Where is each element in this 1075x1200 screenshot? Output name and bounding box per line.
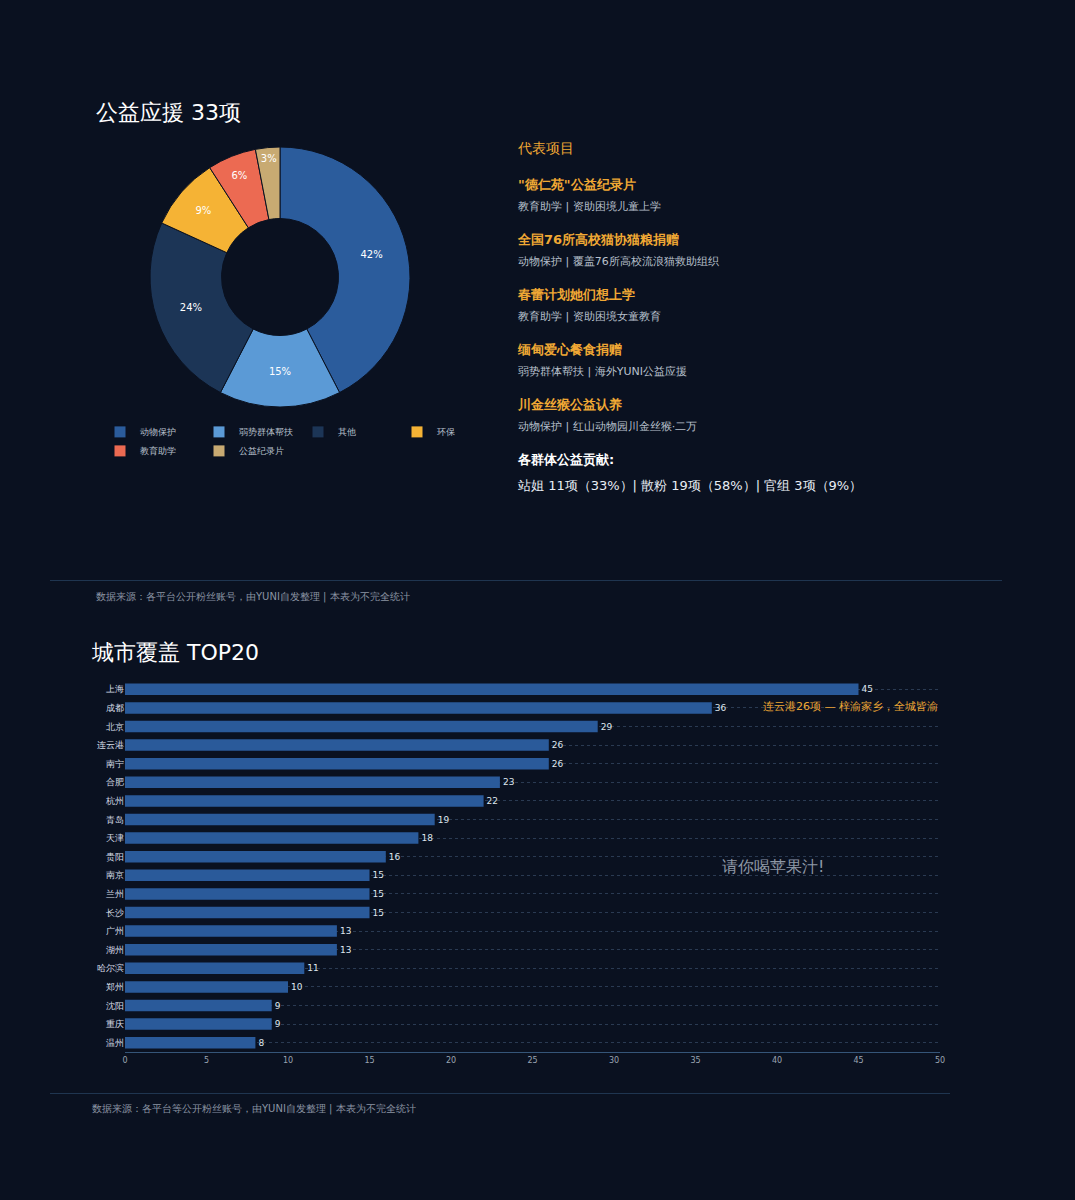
svg-text:9%: 9% bbox=[195, 205, 211, 216]
svg-text:成都: 成都 bbox=[106, 703, 124, 713]
svg-text:26: 26 bbox=[552, 740, 564, 750]
svg-text:6%: 6% bbox=[231, 170, 247, 181]
svg-text:11: 11 bbox=[307, 963, 318, 973]
html-text:"德仁苑"公益纪录片: "德仁苑"公益纪录片 bbox=[518, 177, 636, 192]
html-text:数据来源：各平台公开粉丝账号，由YUNI自发整理 | 本表为: 数据来源：各平台公开粉丝账号，由YUNI自发整理 | 本表为不完全统计 bbox=[96, 591, 410, 602]
svg-text:10: 10 bbox=[291, 982, 303, 992]
svg-text:45: 45 bbox=[862, 684, 873, 694]
svg-text:29: 29 bbox=[601, 722, 613, 732]
svg-text:23: 23 bbox=[503, 777, 514, 787]
svg-text:兰州: 兰州 bbox=[106, 889, 124, 899]
svg-text:青岛: 青岛 bbox=[106, 815, 124, 825]
svg-text:公益纪录片: 公益纪录片 bbox=[239, 446, 284, 456]
svg-text:3%: 3% bbox=[261, 153, 277, 164]
svg-text:0: 0 bbox=[122, 1056, 127, 1065]
svg-text:连云港: 连云港 bbox=[97, 740, 124, 750]
svg-text:上海: 上海 bbox=[106, 684, 124, 694]
html-text:全国76所高校猫协猫粮捐赠: 全国76所高校猫协猫粮捐赠 bbox=[518, 232, 680, 247]
svg-text:连云港26项 — 梓渝家乡，全城皆渝: 连云港26项 — 梓渝家乡，全城皆渝 bbox=[763, 700, 938, 713]
svg-text:25: 25 bbox=[527, 1056, 537, 1065]
html-text:缅甸爱心餐食捐赠: 缅甸爱心餐食捐赠 bbox=[518, 342, 622, 357]
html-text:各群体公益贡献:: 各群体公益贡献: bbox=[518, 452, 615, 467]
svg-text:13: 13 bbox=[340, 926, 351, 936]
svg-text:22: 22 bbox=[487, 796, 498, 806]
html-text:代表项目: 代表项目 bbox=[518, 140, 574, 156]
svg-text:30: 30 bbox=[609, 1056, 619, 1065]
svg-text:公益应援 33项: 公益应援 33项 bbox=[96, 100, 241, 125]
svg-text:重庆: 重庆 bbox=[106, 1019, 124, 1029]
html-text:动物保护 | 红山动物园川金丝猴·二万: 动物保护 | 红山动物园川金丝猴·二万 bbox=[518, 420, 698, 433]
svg-text:15: 15 bbox=[364, 1056, 374, 1065]
svg-text:45: 45 bbox=[853, 1056, 863, 1065]
svg-text:8: 8 bbox=[258, 1038, 264, 1048]
html-text:数据来源：各平台等公开粉丝账号，由YUNI自发整理 | 本表: 数据来源：各平台等公开粉丝账号，由YUNI自发整理 | 本表为不完全统计 bbox=[92, 1103, 416, 1114]
svg-text:15%: 15% bbox=[269, 366, 291, 377]
svg-text:15: 15 bbox=[373, 870, 384, 880]
svg-text:广州: 广州 bbox=[106, 926, 124, 936]
svg-text:24%: 24% bbox=[180, 302, 202, 313]
svg-text:13: 13 bbox=[340, 945, 351, 955]
svg-text:50: 50 bbox=[935, 1056, 945, 1065]
svg-text:9: 9 bbox=[275, 1019, 281, 1029]
svg-text:10: 10 bbox=[283, 1056, 293, 1065]
svg-text:杭州: 杭州 bbox=[105, 796, 124, 806]
svg-text:温州: 温州 bbox=[106, 1038, 124, 1048]
svg-text:40: 40 bbox=[772, 1056, 782, 1065]
html-text:春蕾计划她们想上学: 春蕾计划她们想上学 bbox=[518, 287, 635, 302]
svg-text:15: 15 bbox=[373, 908, 384, 918]
svg-text:哈尔滨: 哈尔滨 bbox=[97, 963, 124, 973]
svg-text:请你喝苹果汁!: 请你喝苹果汁! bbox=[722, 857, 824, 876]
svg-text:教育助学: 教育助学 bbox=[140, 446, 176, 456]
svg-text:城市覆盖 TOP20: 城市覆盖 TOP20 bbox=[91, 640, 259, 665]
html-text:教育助学 | 资助困境女童教育: 教育助学 | 资助困境女童教育 bbox=[518, 310, 661, 323]
svg-text:南京: 南京 bbox=[106, 870, 124, 880]
svg-text:19: 19 bbox=[438, 815, 450, 825]
svg-text:郑州: 郑州 bbox=[106, 982, 124, 992]
svg-text:26: 26 bbox=[552, 759, 564, 769]
html-text:教育助学 | 资助困境儿童上学: 教育助学 | 资助困境儿童上学 bbox=[518, 200, 661, 213]
svg-text:其他: 其他 bbox=[338, 427, 356, 437]
html-text:站姐 11项（33%）| 散粉 19项（58%）| 官组 3: 站姐 11项（33%）| 散粉 19项（58%）| 官组 3项（9%） bbox=[518, 478, 863, 493]
svg-text:长沙: 长沙 bbox=[106, 908, 124, 918]
svg-text:合肥: 合肥 bbox=[106, 777, 124, 787]
svg-text:9: 9 bbox=[275, 1001, 281, 1011]
svg-text:动物保护: 动物保护 bbox=[140, 427, 176, 437]
svg-text:北京: 北京 bbox=[106, 722, 124, 732]
svg-text:35: 35 bbox=[690, 1056, 700, 1065]
svg-text:42%: 42% bbox=[360, 249, 382, 260]
svg-text:湖州: 湖州 bbox=[106, 945, 124, 955]
svg-text:贵阳: 贵阳 bbox=[106, 852, 124, 862]
svg-text:南宁: 南宁 bbox=[106, 759, 124, 769]
svg-text:沈阳: 沈阳 bbox=[106, 1001, 124, 1011]
html-text:川金丝猴公益认养: 川金丝猴公益认养 bbox=[518, 397, 622, 412]
svg-text:15: 15 bbox=[373, 889, 384, 899]
svg-text:18: 18 bbox=[421, 833, 433, 843]
svg-text:20: 20 bbox=[446, 1056, 456, 1065]
svg-text:16: 16 bbox=[389, 852, 401, 862]
svg-text:36: 36 bbox=[715, 703, 727, 713]
svg-text:5: 5 bbox=[204, 1056, 209, 1065]
html-text:动物保护 | 覆盖76所高校流浪猫救助组织: 动物保护 | 覆盖76所高校流浪猫救助组织 bbox=[518, 255, 719, 268]
html-text:弱势群体帮扶 | 海外YUNI公益应援: 弱势群体帮扶 | 海外YUNI公益应援 bbox=[518, 365, 687, 378]
svg-text:天津: 天津 bbox=[106, 833, 124, 843]
svg-text:弱势群体帮扶: 弱势群体帮扶 bbox=[239, 427, 293, 437]
svg-text:环保: 环保 bbox=[437, 427, 455, 437]
